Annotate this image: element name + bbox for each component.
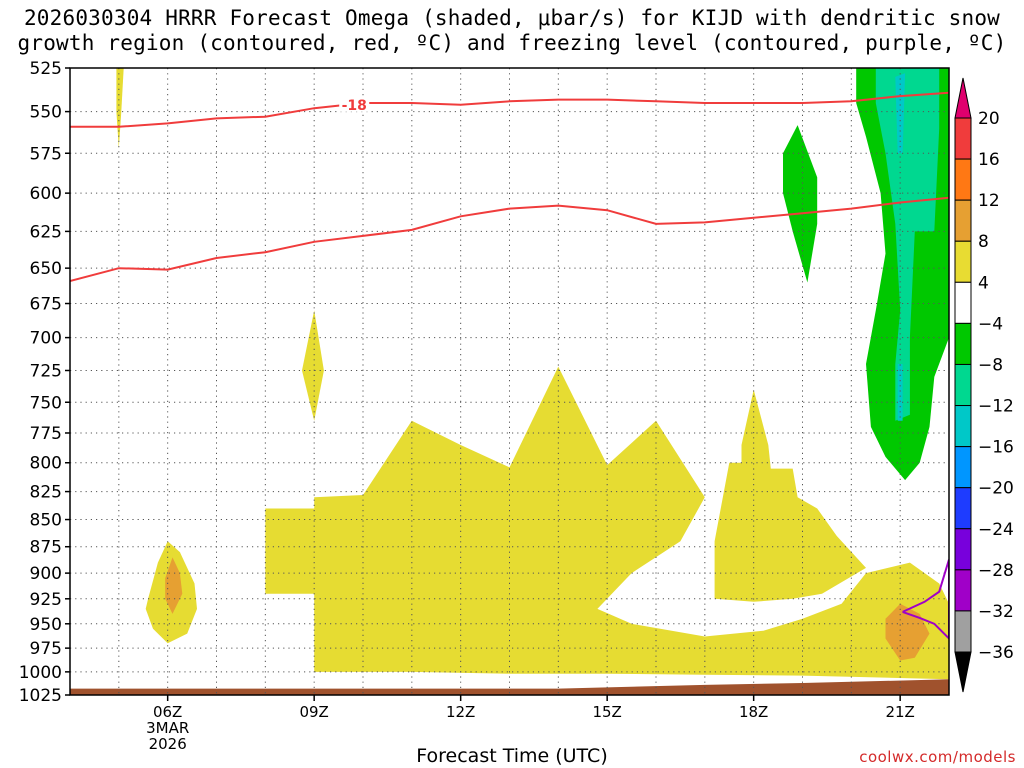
chart-title: 2026030304 HRRR Forecast Omega (shaded, … [0,6,1024,56]
plot-frame [69,67,950,696]
contours: -18 [70,91,949,640]
y-tick-label-525: 525 [30,59,62,79]
colorbar-label-2: 12 [978,191,1000,211]
omega-region-yellow-upper-left [116,68,124,149]
colorbar-band-4 [954,281,972,324]
x-tick-label-6-2: 2026 [149,735,187,753]
y-tick-label-550: 550 [30,103,62,123]
omega-region-cyan-low [897,364,903,421]
y-tick-label-800: 800 [30,454,62,474]
chart-title-line1: 2026030304 HRRR Forecast Omega (shaded, … [23,6,1001,30]
colorbar-label-6: −8 [978,355,1003,375]
y-tick-label-975: 975 [30,639,62,659]
x-tick-label-15-0: 15Z [592,703,621,721]
dendritic-contour-upper [70,91,949,128]
colorbar: 20 16 12 8 4 −4 −8 −12 −16 −20 −24 −28 −32 −36 [954,77,1014,693]
colorbar-band-0 [954,117,972,160]
x-tick-label-6-0: 06Z [153,703,182,721]
y-tick-label-575: 575 [30,144,62,164]
x-axis-label: Forecast Time (UTC) [416,745,608,767]
colorbar-label-12: −32 [978,602,1014,622]
colorbar-band-7 [954,405,972,448]
colorbar-top-triangle [954,77,972,119]
y-tick-label-875: 875 [30,538,62,558]
ground-strip [70,679,949,695]
x-tick-label-12-0: 12Z [446,703,475,721]
colorbar-label-4: 4 [978,273,989,293]
colorbar-label-8: −16 [978,438,1014,458]
y-tick-label-825: 825 [30,483,62,503]
y-axis-ticks: 525 550 575 600 625 650 675 700 725 750 775 800 825 8… [19,59,70,706]
y-tick-label-900: 900 [30,564,62,584]
dendritic-contour-label: -18 [342,98,367,114]
colorbar-band-3 [954,240,972,283]
omega-shading [70,68,949,695]
colorbar-band-5 [954,322,972,365]
colorbar-label-1: 16 [978,150,1000,170]
omega-region-orange-left [165,557,183,614]
y-tick-label-950: 950 [30,615,62,635]
credit-text: coolwx.com/models [859,748,1016,766]
colorbar-band-10 [954,528,972,571]
dendritic-contour-lower [70,196,949,282]
colorbar-label-0: 20 [978,109,1000,129]
y-tick-label-725: 725 [30,361,62,381]
x-tick-label-6-1: 3MAR [146,719,189,737]
dendritic-label-bg [339,96,370,112]
colorbar-label-11: −28 [978,561,1014,581]
colorbar-label-7: −12 [978,397,1014,417]
omega-region-yellow-1800 [714,389,866,602]
y-tick-label-1000: 1000 [19,663,62,683]
colorbar-label-3: 8 [978,232,989,252]
y-tick-label-600: 600 [30,184,62,204]
omega-region-green-1900 [783,125,818,283]
y-tick-label-925: 925 [30,590,62,610]
colorbar-band-1 [954,158,972,201]
colorbar-band-8 [954,446,972,489]
y-tick-label-650: 650 [30,259,62,279]
colorbar-band-11 [954,569,972,612]
colorbar-label-9: −20 [978,479,1014,499]
freezing-level-contour [902,559,949,640]
colorbar-label-13: −36 [978,643,1014,663]
x-tick-label-18-0: 18Z [739,703,768,721]
colorbar-band-6 [954,363,972,407]
y-tick-label-700: 700 [30,329,62,349]
y-tick-label-750: 750 [30,393,62,413]
colorbar-label-5: −4 [978,314,1003,334]
colorbar-band-12 [954,610,972,653]
y-tick-label-625: 625 [30,222,62,242]
omega-region-yellow-0900 [302,310,324,421]
colorbar-bottom-triangle [954,651,972,693]
gridlines [70,68,949,695]
x-tick-label-21-0: 21Z [885,703,914,721]
omega-region-cyan-right [895,73,906,154]
x-tick-label-9-0: 09Z [299,703,328,721]
y-tick-label-850: 850 [30,511,62,531]
colorbar-band-2 [954,199,972,242]
colorbar-band-9 [954,487,972,530]
colorbar-label-10: −24 [978,520,1014,540]
y-tick-label-675: 675 [30,295,62,315]
chart-title-line2: growth region (contoured, red, ºC) and f… [17,31,1007,55]
y-tick-label-1025: 1025 [19,686,62,706]
y-tick-label-775: 775 [30,424,62,444]
omega-region-yellow-main [265,366,949,680]
omega-region-teal-right [875,68,940,421]
